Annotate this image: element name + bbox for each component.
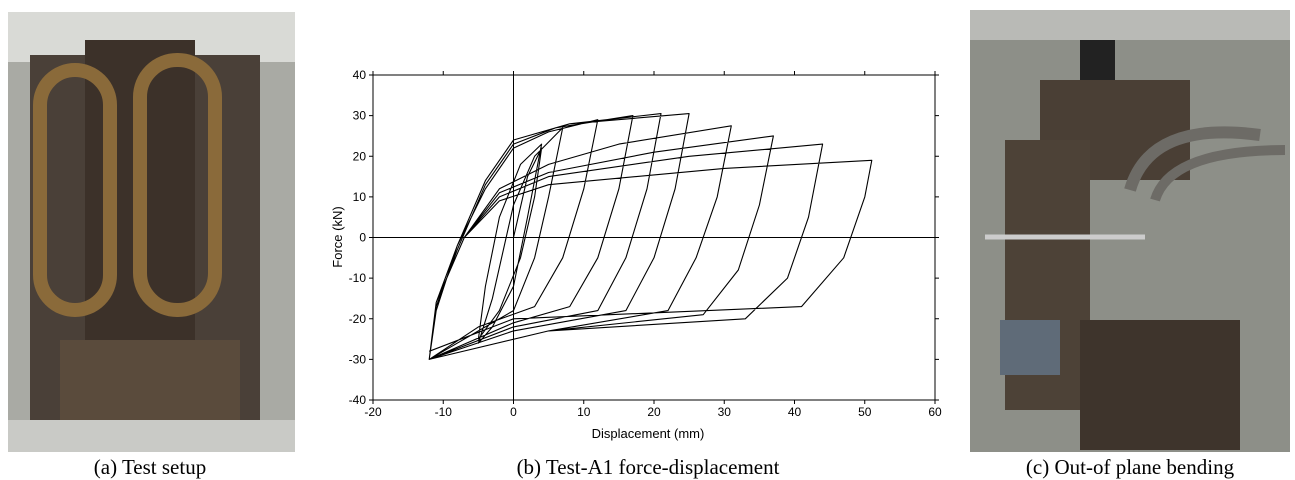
- x-tick-label: 60: [928, 405, 942, 419]
- caption: (a) Test setup: [94, 455, 206, 479]
- y-axis-label: Force (kN): [330, 206, 345, 267]
- y-tick-label: 20: [353, 149, 367, 163]
- x-tick-label: -10: [435, 405, 453, 419]
- x-tick-label: 50: [858, 405, 872, 419]
- x-tick-label: 30: [718, 405, 732, 419]
- caption: (b) Test-A1 force-displacement: [517, 455, 780, 479]
- x-tick-label: 0: [510, 405, 517, 419]
- photo-out-of-plane: [970, 10, 1290, 452]
- x-tick-label: 40: [788, 405, 802, 419]
- y-tick-label: 10: [353, 190, 367, 204]
- y-tick-label: -10: [349, 271, 367, 285]
- x-tick-label: 10: [577, 405, 591, 419]
- y-tick-label: 0: [359, 231, 366, 245]
- y-tick-label: -20: [349, 312, 367, 326]
- y-tick-label: 30: [353, 109, 367, 123]
- y-tick-label: -40: [349, 393, 367, 407]
- x-axis-label: Displacement (mm): [592, 426, 705, 441]
- x-tick-label: 20: [647, 405, 661, 419]
- caption: (c) Out-of plane bending: [1026, 455, 1235, 479]
- x-tick-label: -20: [364, 405, 382, 419]
- y-tick-label: 40: [353, 68, 367, 82]
- y-tick-label: -30: [349, 352, 367, 366]
- hysteresis-curve: [428, 113, 873, 360]
- photo-test-setup: [8, 12, 295, 452]
